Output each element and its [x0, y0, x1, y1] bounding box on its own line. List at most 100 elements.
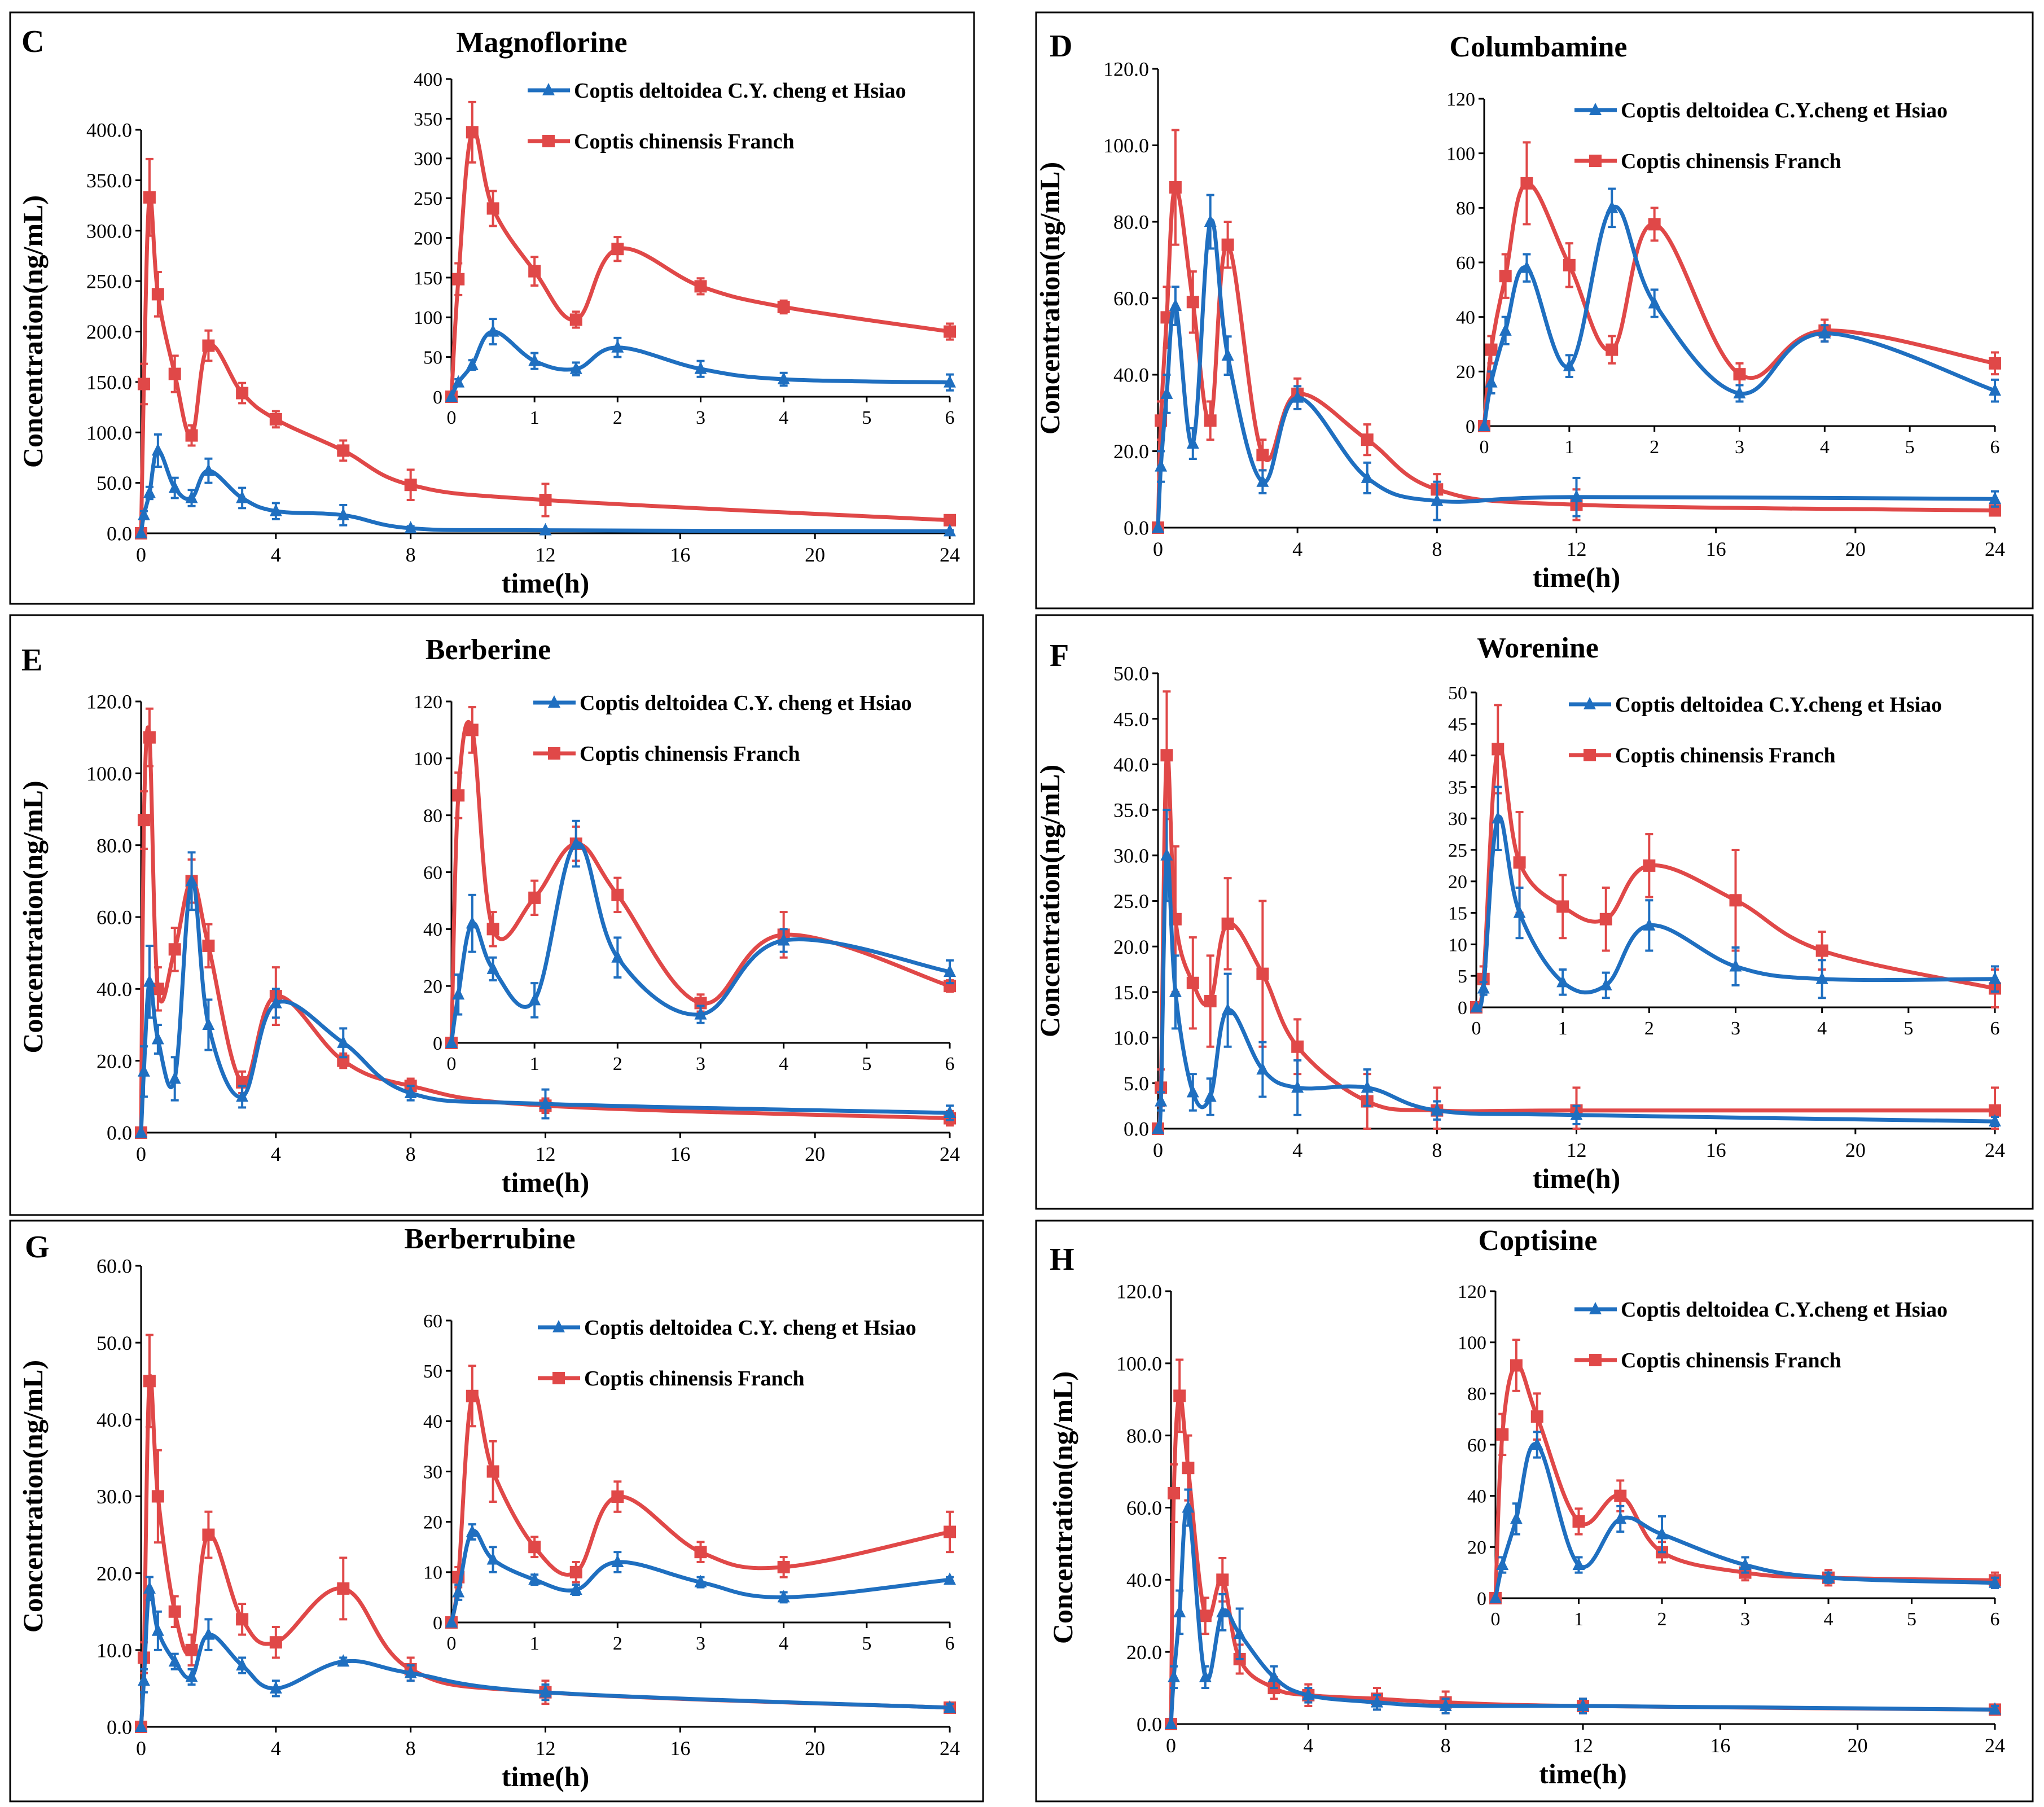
inset-plot: 0 20 40 60 80 100 120 0 1 2 3 4 5 6: [1458, 1282, 2001, 1630]
deltoidea-data-point: [1431, 1103, 1444, 1116]
main-ytick-label: 40.0: [97, 1409, 132, 1431]
deltoidea-data-point: [1256, 474, 1269, 487]
main-ytick-label: 20.0: [1113, 440, 1149, 463]
deltoidea-data-point: [777, 933, 790, 946]
deltoidea-data-point: [1656, 1527, 1668, 1540]
deltoidea-data-point: [236, 1089, 249, 1102]
main-ytick-label: 100.0: [1116, 1352, 1162, 1375]
legend-label-deltoidea: Coptis deltoidea C.Y. cheng et Hsiao: [584, 1316, 916, 1340]
chinensis-data-point: [569, 1565, 582, 1578]
inset-plot: 0 20 40 60 80 100 120 0 1 2 3 4 5 6: [414, 692, 956, 1074]
deltoidea-data-point: [539, 1685, 552, 1698]
chinensis-series-line: [449, 128, 950, 397]
inset-ytick-label: 80: [423, 806, 442, 827]
chinensis-data-point: [1361, 433, 1374, 446]
chinensis-data-point: [611, 1490, 624, 1503]
deltoidea-data-point: [944, 964, 956, 977]
chinensis-series-line: [449, 1391, 950, 1623]
inset-xtick-label: 0: [447, 407, 457, 428]
chinensis-data-point: [452, 273, 465, 286]
deltoidea-series-line: [139, 448, 950, 534]
inset-xtick-label: 0: [1472, 1018, 1481, 1039]
main-xtick-label: 16: [1706, 538, 1726, 560]
inset-ytick-label: 120: [1446, 89, 1475, 110]
inset-ytick-label: 20: [1448, 872, 1467, 893]
chinensis-data-point: [1485, 343, 1498, 356]
panel-letter: D: [1050, 29, 1072, 64]
main-ytick-label: 0.0: [1137, 1713, 1162, 1736]
main-ytick-label: 20.0: [1126, 1641, 1162, 1664]
main-ytick-label: 350.0: [86, 169, 132, 192]
inset-ytick-label: 40: [423, 919, 442, 940]
inset-ytick-label: 40: [1467, 1486, 1486, 1507]
deltoidea-data-point: [445, 389, 458, 402]
inset-ytick-label: 60: [423, 862, 442, 883]
main-xtick-label: 0: [136, 1143, 146, 1165]
deltoidea-data-point: [1302, 1687, 1315, 1700]
panel-H: H Coptisine 0.0 20.0 40.0 60.0 80.0 100.0 120.0 0…: [1035, 1220, 2034, 1802]
deltoidea-series-line: [1156, 218, 1995, 528]
deltoidea-data-point: [569, 361, 582, 374]
chinensis-data-point: [1733, 368, 1746, 381]
chinensis-data-point: [1204, 414, 1217, 427]
main-ytick-label: 60.0: [1113, 287, 1149, 310]
chinensis-data-point: [452, 789, 465, 802]
deltoidea-data-point: [202, 1017, 215, 1030]
chart-title: Berberrubine: [404, 1223, 575, 1255]
inset-ytick-label: 150: [414, 268, 442, 289]
deltoidea-data-point: [1572, 1558, 1585, 1571]
deltoidea-data-point: [1160, 386, 1173, 399]
main-ytick-label: 30.0: [1113, 844, 1149, 867]
main-ytick-label: 20.0: [97, 1050, 132, 1072]
inset-xtick-label: 6: [1990, 1609, 2000, 1630]
deltoidea-data-point: [143, 485, 156, 498]
inset-ytick-label: 50: [1448, 683, 1467, 704]
deltoidea-data-point: [466, 916, 479, 929]
inset-ytick-label: 100: [414, 308, 442, 328]
legend: Coptis deltoidea C.Y. cheng et Hsiao Copt…: [528, 79, 906, 153]
deltoidea-data-point: [1815, 971, 1828, 984]
deltoidea-data-point: [404, 521, 417, 534]
deltoidea-data-point: [404, 1085, 417, 1098]
deltoidea-data-point: [528, 1572, 541, 1585]
chinensis-data-point: [1496, 1428, 1509, 1441]
chinensis-data-point: [1989, 1104, 2001, 1117]
deltoidea-data-point: [694, 1574, 707, 1587]
main-ytick-label: 300.0: [86, 220, 132, 242]
deltoidea-data-point: [1822, 1570, 1835, 1583]
main-xtick-label: 24: [940, 1737, 960, 1760]
chinensis-data-point: [337, 1582, 350, 1595]
deltoidea-data-point: [337, 1654, 350, 1667]
deltoidea-data-point: [1233, 1626, 1246, 1639]
main-xtick-label: 20: [1845, 1139, 1866, 1161]
y-axis-label: Concentration(ng/mL): [1034, 765, 1065, 1037]
deltoidea-data-point: [1577, 1699, 1589, 1712]
panel-frame: [9, 11, 975, 605]
deltoidea-data-point: [466, 1524, 479, 1537]
deltoidea-data-point: [202, 463, 215, 476]
inset-xtick-label: 5: [862, 1633, 871, 1654]
deltoidea-data-point: [1186, 1085, 1199, 1098]
deltoidea-data-point: [1204, 1089, 1217, 1102]
chinensis-data-point: [777, 300, 790, 313]
inset-ytick-label: 60: [1456, 253, 1475, 274]
deltoidea-data-point: [1221, 1003, 1234, 1016]
chinensis-data-point: [466, 1389, 479, 1402]
deltoidea-data-point: [1199, 1669, 1212, 1682]
chinensis-data-point: [1563, 258, 1576, 271]
chinensis-data-point: [1513, 856, 1526, 869]
inset-xtick-label: 2: [1650, 437, 1659, 458]
deltoidea-data-point: [143, 974, 156, 987]
legend-label-chinensis: Coptis chinensis Franch: [584, 1367, 805, 1391]
inset-xtick-label: 4: [779, 1633, 788, 1654]
inset-xtick-label: 2: [1644, 1018, 1654, 1039]
deltoidea-data-point: [528, 353, 541, 366]
chinensis-data-point: [486, 202, 499, 215]
inset-ytick-label: 15: [1448, 904, 1467, 924]
inset-ytick-label: 200: [414, 228, 442, 249]
deltoidea-data-point: [135, 1720, 147, 1732]
deltoidea-data-point: [1520, 260, 1533, 273]
inset-ytick-label: 400: [414, 69, 442, 90]
chinensis-data-point: [1216, 1573, 1229, 1586]
main-ytick-label: 40.0: [97, 978, 132, 1001]
